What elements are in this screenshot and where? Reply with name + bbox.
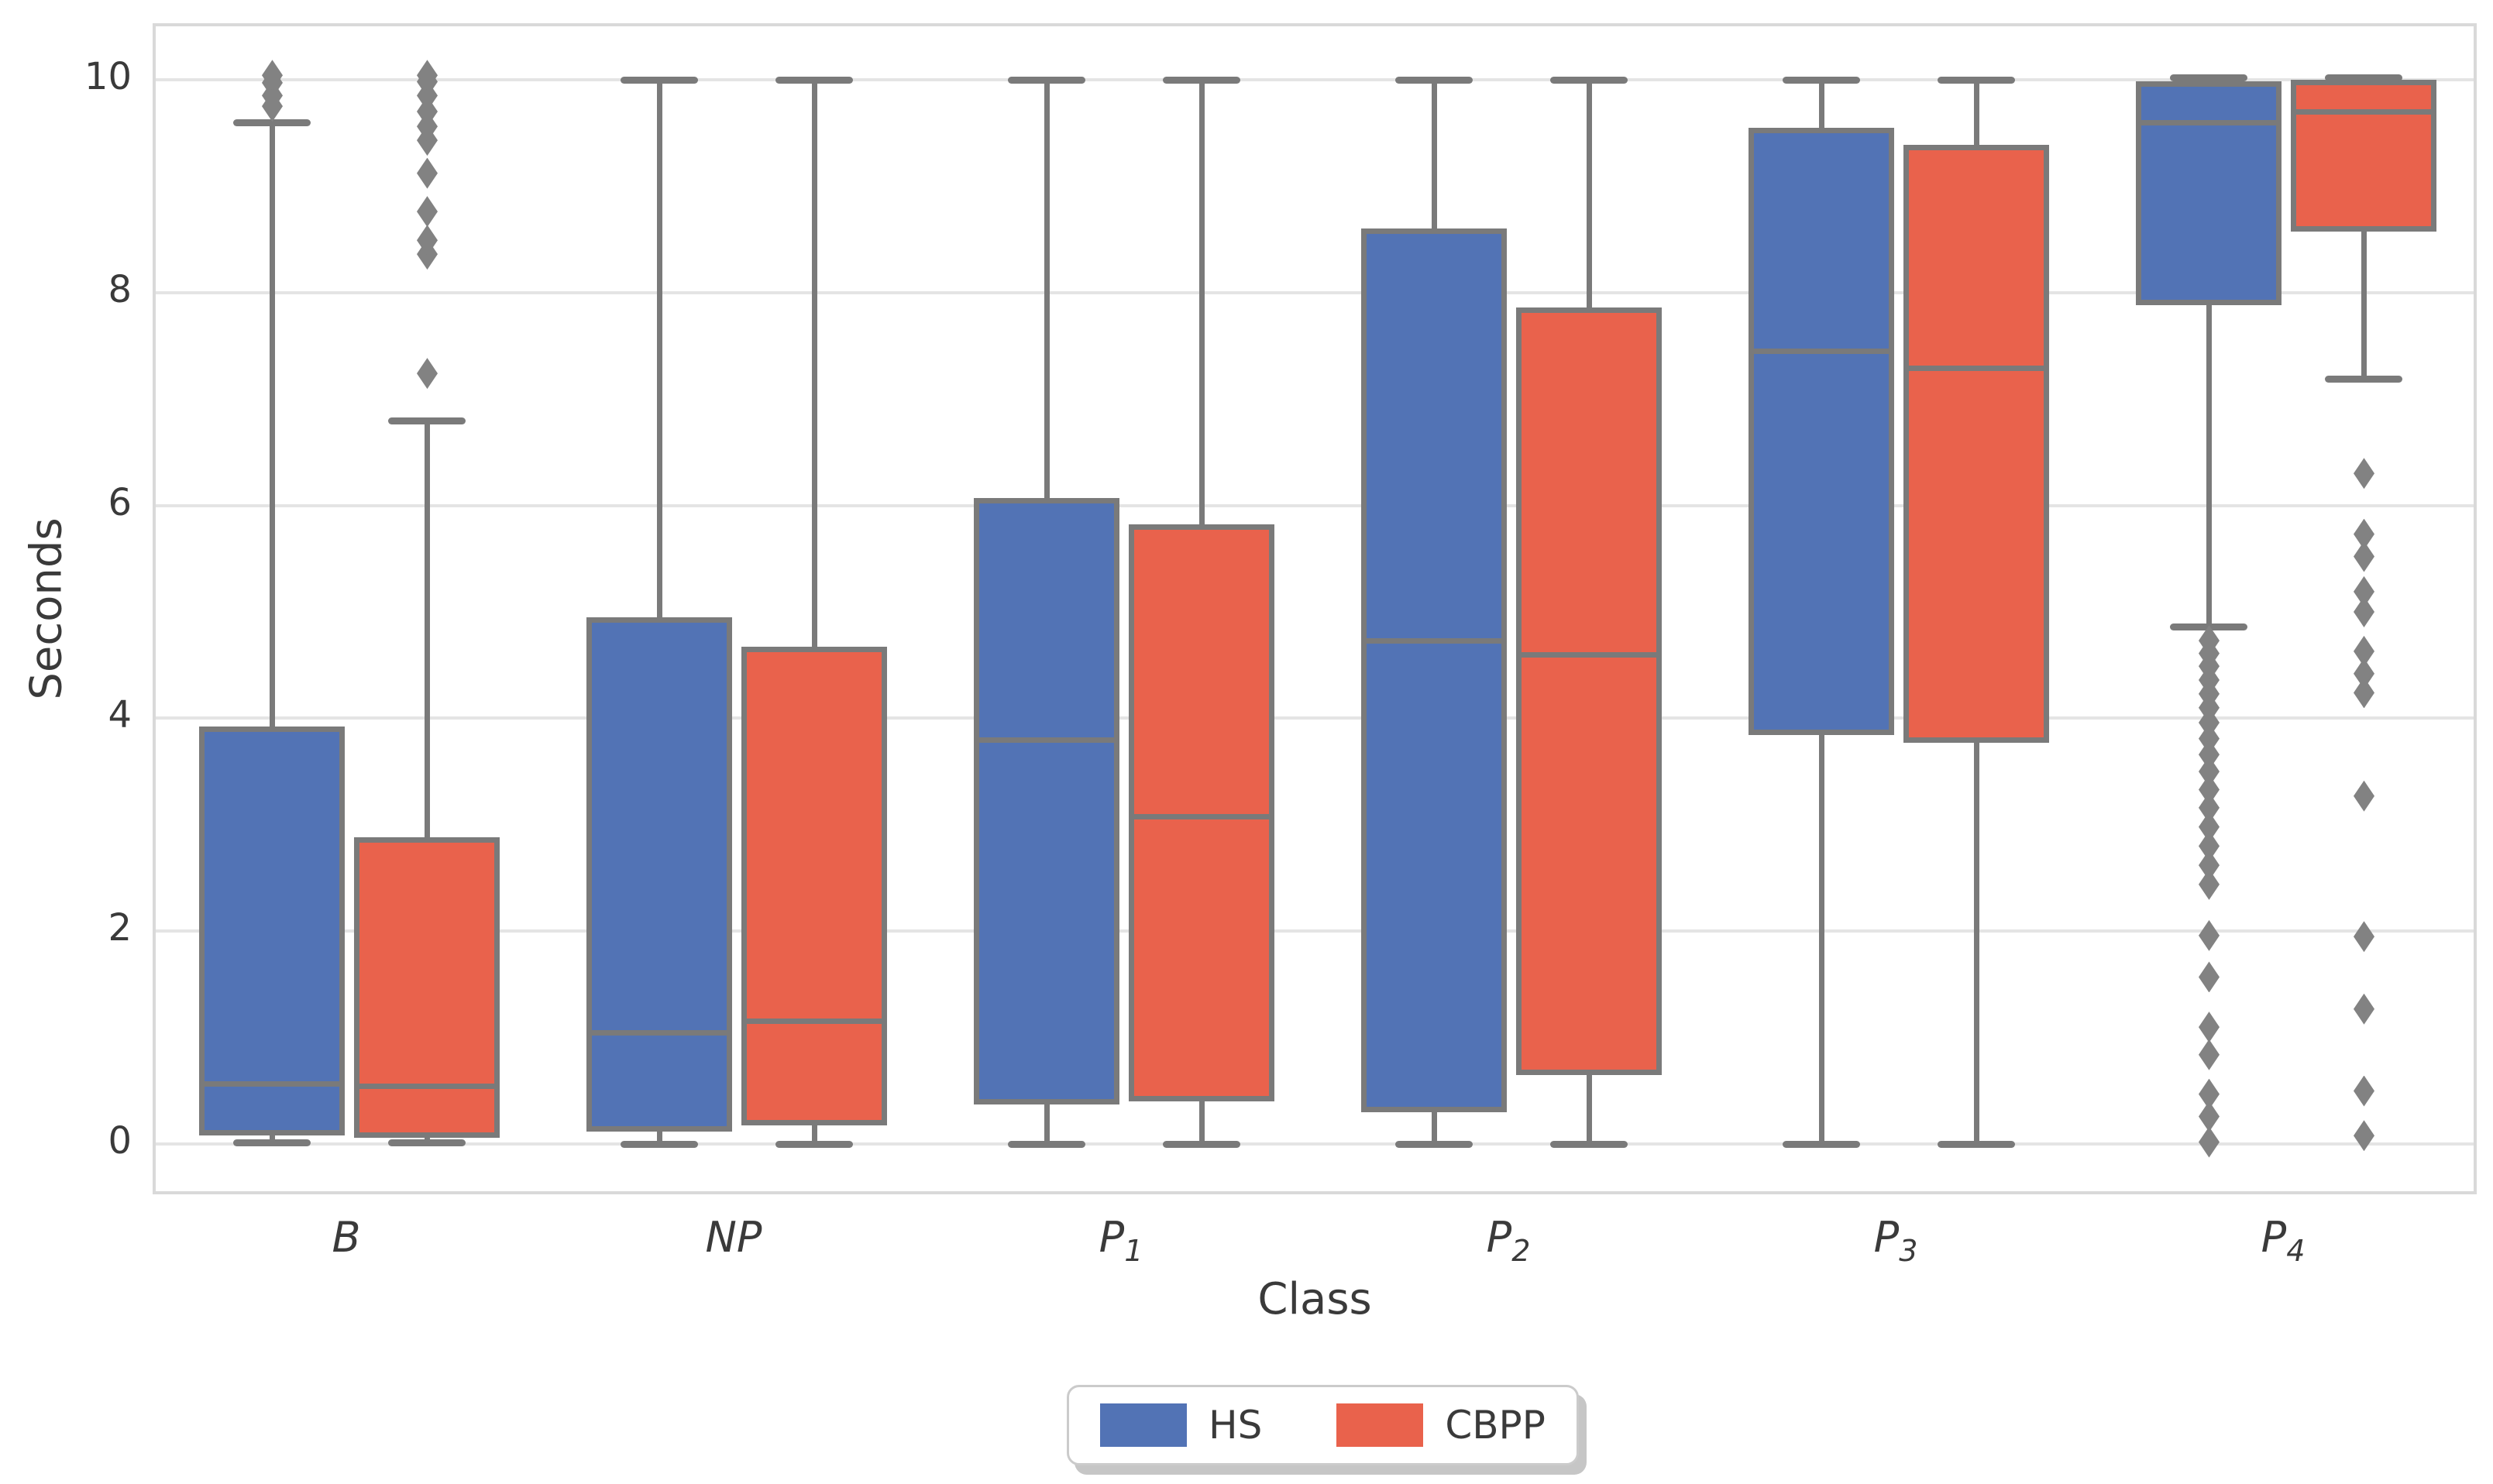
outlier-diamond: [2354, 993, 2374, 1025]
median-cbpp-p2: [1516, 651, 1662, 658]
median-cbpp-p4: [2291, 108, 2436, 115]
whisker-cap-high-cbpp-p4: [2325, 74, 2402, 81]
outlier-diamond: [2354, 541, 2374, 572]
whisker-cap-high-hs-p2: [1395, 76, 1473, 84]
x-axis-label: Class: [1257, 1274, 1372, 1324]
whisker-cap-low-cbpp-p3: [1938, 1141, 2015, 1149]
whisker-cap-low-hs-p2: [1395, 1141, 1473, 1149]
outlier-diamond: [2354, 596, 2374, 627]
whisker-cap-low-cbpp-b: [388, 1139, 466, 1146]
whisker-cap-high-cbpp-b: [388, 417, 466, 424]
whisker-cap-low-hs-p3: [1783, 1141, 1860, 1149]
gridline: [156, 503, 2474, 507]
outlier-diamond: [2199, 1126, 2220, 1158]
whisker-cap-high-cbpp-p2: [1550, 76, 1628, 84]
whisker-cap-low-hs-np: [621, 1141, 698, 1149]
legend-swatch-hs: [1100, 1403, 1187, 1447]
x-tick-label: P3: [1873, 1213, 1918, 1268]
y-tick-label: 8: [108, 267, 132, 311]
whisker-cap-high-hs-p3: [1783, 76, 1860, 84]
outlier-diamond: [2354, 1120, 2374, 1152]
box-cbpp-p4: [2291, 79, 2436, 232]
outlier-diamond: [417, 157, 438, 189]
whisker-cap-high-hs-p4: [2170, 74, 2247, 81]
whisker-cap-high-cbpp-np: [775, 76, 853, 84]
legend-label-hs: HS: [1209, 1403, 1263, 1448]
x-tick-label: P4: [2261, 1213, 2306, 1268]
whisker-cap-high-hs-b: [233, 119, 311, 126]
box-hs-np: [586, 617, 732, 1132]
outlier-diamond: [2354, 1075, 2374, 1107]
outlier-diamond: [2199, 1039, 2220, 1070]
outlier-diamond: [2354, 458, 2374, 490]
x-tick-label: NP: [705, 1213, 762, 1262]
outlier-diamond: [2354, 780, 2374, 812]
whisker-cap-low-cbpp-p1: [1163, 1141, 1240, 1149]
median-hs-p3: [1749, 349, 1894, 355]
whisker-hs-b: [269, 122, 275, 1142]
whisker-cap-low-cbpp-np: [775, 1141, 853, 1149]
box-hs-p2: [1361, 228, 1507, 1113]
y-tick-label: 4: [108, 693, 132, 737]
box-cbpp-p2: [1516, 307, 1662, 1075]
gridline: [156, 290, 2474, 294]
box-hs-b: [199, 727, 345, 1136]
median-cbpp-b: [354, 1083, 500, 1089]
y-axis-label: Seconds: [21, 517, 72, 700]
whisker-hs-p4: [2206, 77, 2212, 627]
median-hs-p4: [2136, 119, 2282, 125]
box-cbpp-np: [741, 647, 887, 1125]
median-hs-p2: [1361, 638, 1507, 644]
whisker-cap-low-cbpp-p4: [2325, 375, 2402, 383]
whisker-cap-high-hs-np: [621, 76, 698, 84]
y-tick-label: 2: [108, 906, 132, 950]
median-hs-p1: [974, 737, 1119, 743]
legend-item-hs: HS: [1100, 1403, 1262, 1448]
outlier-diamond: [417, 358, 438, 390]
y-tick-label: 0: [108, 1119, 132, 1163]
x-tick-label: B: [332, 1213, 361, 1262]
outlier-diamond: [2354, 921, 2374, 953]
median-hs-b: [199, 1080, 345, 1087]
median-hs-np: [586, 1029, 732, 1036]
median-cbpp-np: [741, 1018, 887, 1024]
gridline: [156, 1142, 2474, 1146]
box-cbpp-p1: [1129, 524, 1274, 1102]
legend-swatch-cbpp: [1336, 1403, 1424, 1447]
box-cbpp-b: [354, 837, 500, 1138]
outlier-diamond: [2199, 868, 2220, 900]
outlier-diamond: [2199, 919, 2220, 951]
legend-item-cbpp: CBPP: [1336, 1403, 1546, 1448]
whisker-cap-high-cbpp-p3: [1938, 76, 2015, 84]
outlier-diamond: [2199, 961, 2220, 993]
gridline: [156, 77, 2474, 81]
outlier-diamond: [417, 196, 438, 228]
x-tick-label: P1: [1099, 1213, 1143, 1268]
median-cbpp-p1: [1129, 813, 1274, 819]
box-hs-p3: [1749, 127, 1894, 736]
legend-label-cbpp: CBPP: [1445, 1403, 1546, 1448]
box-hs-p4: [2136, 81, 2282, 306]
whisker-cap-low-hs-p1: [1008, 1141, 1085, 1149]
median-cbpp-p3: [1903, 366, 2049, 372]
whisker-cbpp-np: [811, 79, 817, 1145]
whisker-cap-low-cbpp-p2: [1550, 1141, 1628, 1149]
whisker-cap-low-hs-b: [233, 1139, 311, 1146]
whisker-hs-np: [656, 79, 662, 1145]
x-tick-label: P2: [1486, 1213, 1531, 1268]
whisker-cap-high-cbpp-p1: [1163, 76, 1240, 84]
gridline: [156, 929, 2474, 933]
plot-area: [153, 23, 2477, 1194]
outlier-diamond: [2354, 677, 2374, 709]
whisker-cbpp-b: [424, 420, 430, 1142]
gridline: [156, 716, 2474, 720]
whisker-cap-high-hs-p1: [1008, 76, 1085, 84]
outlier-diamond: [2199, 1012, 2220, 1043]
legend: HS CBPP: [1067, 1385, 1579, 1465]
box-hs-p1: [974, 497, 1119, 1105]
y-tick-label: 10: [84, 54, 132, 98]
box-cbpp-p3: [1903, 144, 2049, 744]
y-tick-label: 6: [108, 480, 132, 524]
